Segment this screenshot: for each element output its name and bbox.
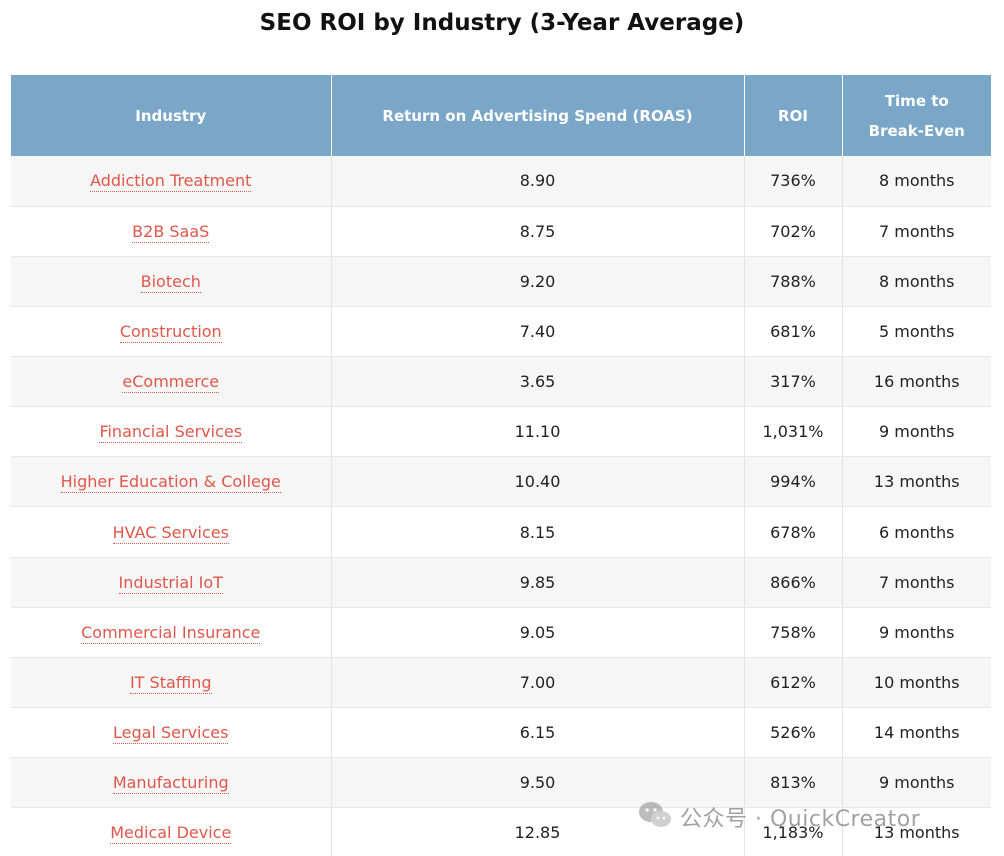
table-row: Financial Services 11.10 1,031% 9 months	[11, 406, 991, 458]
industry-cell: Financial Services	[11, 406, 332, 458]
roi-cell: 994%	[744, 456, 843, 508]
industry-cell: Higher Education & College	[11, 456, 332, 508]
break-even-cell: 5 months	[842, 306, 991, 358]
table-row: HVAC Services 8.15 678% 6 months	[11, 506, 991, 558]
roas-cell: 8.90	[331, 156, 745, 207]
industry-cell: Biotech	[11, 256, 332, 307]
industry-link[interactable]: Higher Education & College	[60, 472, 281, 494]
roi-cell: 1,031%	[744, 406, 843, 458]
industry-link[interactable]: HVAC Services	[112, 522, 229, 544]
break-even-cell: 7 months	[842, 557, 991, 608]
break-even-cell: 13 months	[842, 807, 991, 856]
roas-cell: 8.75	[331, 206, 745, 257]
roas-cell: 10.40	[331, 456, 745, 508]
industry-cell: Commercial Insurance	[11, 607, 332, 658]
roas-cell: 8.15	[331, 506, 745, 558]
break-even-cell: 9 months	[842, 757, 991, 809]
industry-cell: IT Staffing	[11, 657, 332, 709]
roas-cell: 6.15	[331, 707, 745, 759]
roi-cell: 788%	[744, 256, 843, 307]
industry-cell: Construction	[11, 306, 332, 358]
seo-roi-table: Industry Return on Advertising Spend (RO…	[11, 75, 991, 856]
column-header-industry: Industry	[11, 75, 332, 156]
industry-link[interactable]: Manufacturing	[112, 773, 229, 795]
page-title: SEO ROI by Industry (3-Year Average)	[259, 10, 745, 36]
break-even-cell: 8 months	[842, 156, 991, 207]
table-row: Manufacturing 9.50 813% 9 months	[11, 757, 991, 809]
industry-link[interactable]: Financial Services	[99, 422, 243, 444]
table-row: Construction 7.40 681% 5 months	[11, 306, 991, 358]
roas-cell: 12.85	[331, 807, 745, 856]
roas-cell: 7.40	[331, 306, 745, 358]
table-row: Higher Education & College 10.40 994% 13…	[11, 456, 991, 508]
roas-cell: 9.20	[331, 256, 745, 307]
table-row: IT Staffing 7.00 612% 10 months	[11, 657, 991, 709]
roas-cell: 9.05	[331, 607, 745, 658]
break-even-cell: 9 months	[842, 607, 991, 658]
break-even-cell: 10 months	[842, 657, 991, 709]
roi-cell: 1,183%	[744, 807, 843, 856]
industry-link[interactable]: eCommerce	[122, 372, 220, 394]
roi-cell: 736%	[744, 156, 843, 207]
industry-link[interactable]: Addiction Treatment	[90, 171, 252, 193]
break-even-cell: 9 months	[842, 406, 991, 458]
industry-cell: eCommerce	[11, 356, 332, 408]
break-even-cell: 13 months	[842, 456, 991, 508]
roi-cell: 702%	[744, 206, 843, 257]
table-row: Medical Device 12.85 1,183% 13 months	[11, 807, 991, 856]
column-header-break-even: Time to Break-Even	[842, 75, 991, 156]
industry-cell: Manufacturing	[11, 757, 332, 809]
industry-link[interactable]: Construction	[119, 321, 222, 343]
table-row: Industrial IoT 9.85 866% 7 months	[11, 557, 991, 608]
industry-cell: B2B SaaS	[11, 206, 332, 257]
roas-cell: 7.00	[331, 657, 745, 709]
table-header-row: Industry Return on Advertising Spend (RO…	[11, 75, 991, 156]
table-body: Addiction Treatment 8.90 736% 8 months B…	[11, 156, 991, 856]
break-even-cell: 6 months	[842, 506, 991, 558]
column-header-roas: Return on Advertising Spend (ROAS)	[331, 75, 745, 156]
table-row: Commercial Insurance 9.05 758% 9 months	[11, 607, 991, 658]
table-row: Addiction Treatment 8.90 736% 8 months	[11, 156, 991, 207]
industry-link[interactable]: Medical Device	[110, 823, 232, 845]
roi-cell: 612%	[744, 657, 843, 709]
roi-cell: 678%	[744, 506, 843, 558]
industry-link[interactable]: Commercial Insurance	[81, 622, 261, 644]
break-even-header-line1: Time to	[884, 91, 949, 110]
break-even-cell: 16 months	[842, 356, 991, 408]
industry-cell: Legal Services	[11, 707, 332, 759]
roas-cell: 3.65	[331, 356, 745, 408]
table-row: eCommerce 3.65 317% 16 months	[11, 356, 991, 408]
industry-link[interactable]: IT Staffing	[129, 672, 212, 694]
roi-cell: 813%	[744, 757, 843, 809]
roas-cell: 9.85	[331, 557, 745, 608]
industry-link[interactable]: B2B SaaS	[132, 221, 210, 243]
roi-cell: 758%	[744, 607, 843, 658]
break-even-cell: 14 months	[842, 707, 991, 759]
industry-link[interactable]: Industrial IoT	[118, 572, 223, 594]
industry-cell: HVAC Services	[11, 506, 332, 558]
industry-link[interactable]: Biotech	[140, 271, 201, 293]
roi-cell: 681%	[744, 306, 843, 358]
column-header-roi: ROI	[744, 75, 843, 156]
industry-cell: Medical Device	[11, 807, 332, 856]
roi-cell: 317%	[744, 356, 843, 408]
roas-cell: 9.50	[331, 757, 745, 809]
table-row: B2B SaaS 8.75 702% 7 months	[11, 206, 991, 257]
roi-cell: 866%	[744, 557, 843, 608]
industry-cell: Addiction Treatment	[11, 156, 332, 207]
break-even-header-line2: Break-Even	[868, 121, 965, 140]
table-row: Biotech 9.20 788% 8 months	[11, 256, 991, 307]
industry-cell: Industrial IoT	[11, 557, 332, 608]
roi-cell: 526%	[744, 707, 843, 759]
table-row: Legal Services 6.15 526% 14 months	[11, 707, 991, 759]
roas-cell: 11.10	[331, 406, 745, 458]
industry-link[interactable]: Legal Services	[113, 723, 229, 745]
break-even-cell: 8 months	[842, 256, 991, 307]
break-even-cell: 7 months	[842, 206, 991, 257]
